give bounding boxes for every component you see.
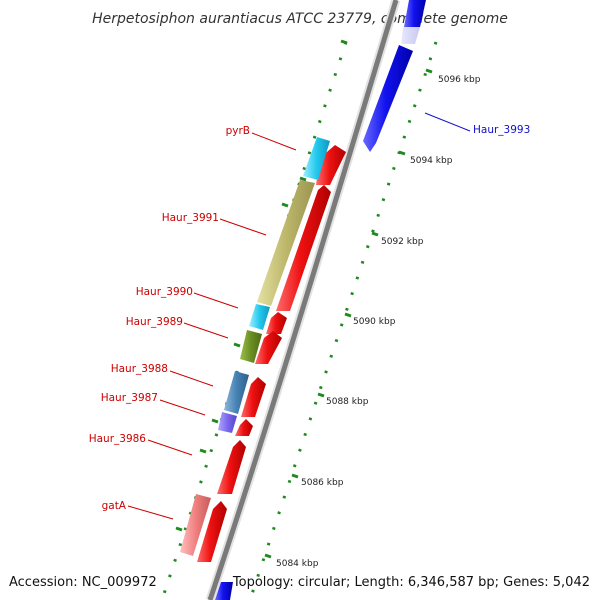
gene-label-leaders bbox=[127, 132, 297, 520]
map-title: Herpetosiphon aurantiacus ATCC 23779, co… bbox=[92, 11, 508, 27]
cog-bar-haur-3991 bbox=[257, 180, 315, 306]
cog-category-bars bbox=[180, 137, 330, 556]
inner-tick-marks bbox=[175, 39, 348, 532]
cog-bar-haur-3988 bbox=[224, 371, 249, 414]
gene-arrow-faded bbox=[401, 27, 420, 44]
cog-bar-gatA bbox=[180, 494, 211, 556]
accession-text: Accession: NC_009972 bbox=[9, 575, 157, 590]
gene-label: Haur_3986 bbox=[89, 433, 147, 445]
scale-label: 5094 kbp bbox=[410, 156, 453, 166]
gene-arrow-haur-3986 bbox=[217, 440, 246, 494]
gene-label: Haur_3987 bbox=[101, 392, 158, 404]
gene-label: Haur_3990 bbox=[136, 286, 193, 298]
genome-backbone bbox=[205, 0, 401, 600]
reverse-strand-genes bbox=[215, 0, 426, 600]
cog-bar-haur-3989 bbox=[240, 330, 262, 363]
gene-arrow-gatA bbox=[197, 501, 227, 562]
gene-arrow-haur-3987 bbox=[235, 419, 253, 436]
gene-labels: pyrB Haur_3991 Haur_3990 Haur_3989 Haur_… bbox=[89, 124, 531, 512]
cog-bar-pyrB bbox=[303, 137, 330, 180]
scale-label: 5092 kbp bbox=[381, 237, 424, 247]
gene-arrow-haur-3993 bbox=[363, 45, 413, 152]
haur-3993-leader bbox=[424, 112, 471, 132]
gene-label: Haur_3991 bbox=[162, 212, 219, 224]
gene-label: pyrB bbox=[226, 125, 250, 137]
gene-label: Haur_3988 bbox=[111, 363, 168, 375]
gene-arrow-reverse-bottom bbox=[215, 582, 233, 600]
gene-arrow-haur-3990 bbox=[266, 312, 287, 334]
scale-label: 5088 kbp bbox=[326, 397, 369, 407]
scale-labels: 5096 kbp 5094 kbp 5092 kbp 5090 kbp 5088… bbox=[276, 75, 481, 569]
gene-label: Haur_3989 bbox=[126, 316, 183, 328]
gene-label: Haur_3993 bbox=[473, 124, 530, 136]
gene-arrow-reverse bbox=[404, 0, 426, 27]
gene-arrow-haur-3991 bbox=[276, 185, 331, 311]
gene-label: gatA bbox=[102, 500, 127, 512]
gene-arrow-haur-3988 bbox=[241, 377, 266, 417]
scale-label: 5090 kbp bbox=[353, 317, 396, 327]
scale-label: 5086 kbp bbox=[301, 478, 344, 488]
scale-label: 5084 kbp bbox=[276, 559, 319, 569]
scale-label: 5096 kbp bbox=[438, 75, 481, 85]
gene-arrow-haur-3989 bbox=[255, 331, 282, 364]
major-tick-marks bbox=[264, 68, 433, 559]
cog-bar-haur-3987 bbox=[218, 412, 237, 433]
genome-summary-text: Topology: circular; Length: 6,346,587 bp… bbox=[232, 575, 590, 590]
forward-strand-genes bbox=[197, 145, 346, 562]
cog-bar-haur-3990 bbox=[249, 304, 270, 330]
